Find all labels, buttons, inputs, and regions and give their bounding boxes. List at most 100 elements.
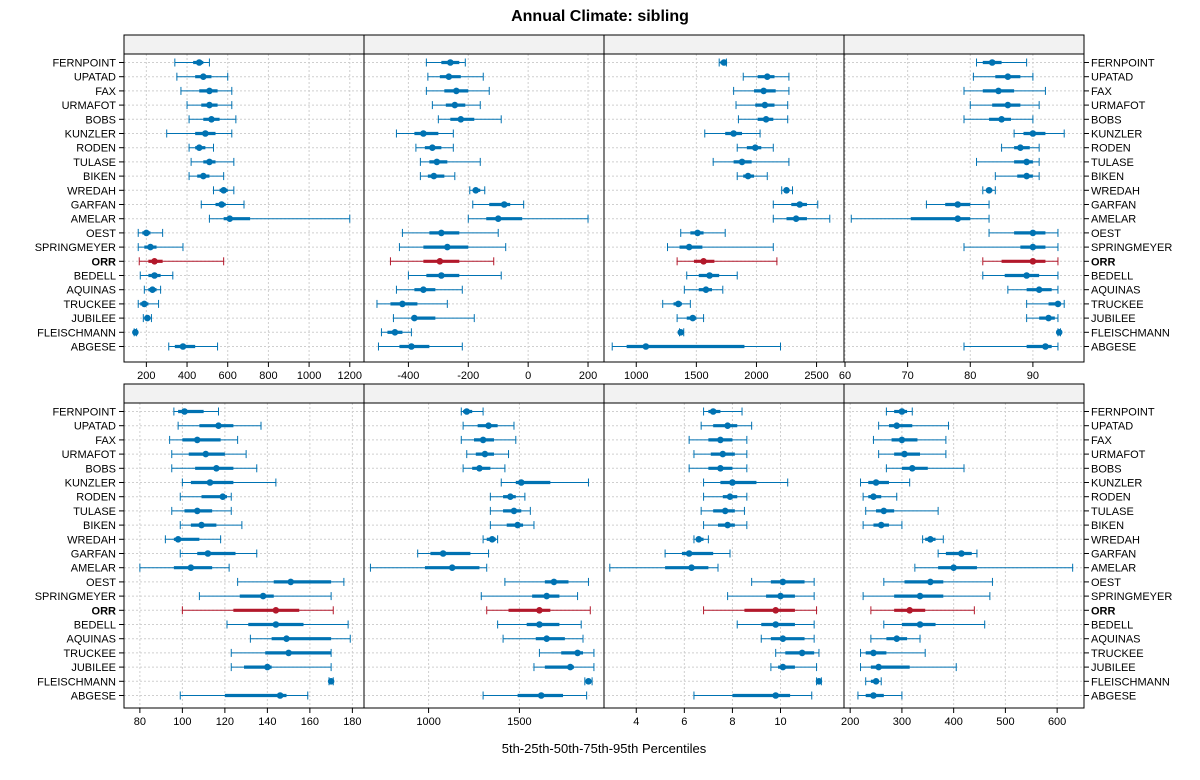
site-label-left: FERNPOINT [52, 407, 116, 419]
site-label-right: GARFAN [1091, 549, 1136, 561]
median-point [901, 450, 908, 458]
median-point [730, 130, 737, 137]
panel-strip [603, 34, 845, 55]
site-label-right: AQUINAS [1091, 285, 1141, 297]
median-point [200, 73, 207, 80]
median-point [537, 692, 545, 699]
median-point [761, 101, 769, 109]
median-point [420, 130, 427, 137]
median-point [1004, 101, 1012, 109]
x-tick-label: -200 [457, 370, 479, 382]
median-point [213, 465, 220, 472]
median-point [688, 564, 695, 571]
site-label-right: ORR [1091, 605, 1116, 617]
median-point [429, 144, 436, 151]
x-tick-label: 2000 [744, 370, 768, 382]
x-tick-label: 400 [944, 716, 962, 728]
median-point [985, 187, 993, 194]
median-point [206, 87, 213, 95]
median-point [445, 73, 453, 80]
median-point [1045, 314, 1052, 322]
site-label-right: SPRINGMEYER [1091, 591, 1172, 603]
median-point [198, 521, 205, 529]
median-point [174, 536, 182, 543]
x-tick-label: 100 [173, 716, 191, 728]
median-point [420, 286, 427, 294]
site-label-left: ABGESE [71, 691, 116, 703]
median-point [438, 272, 445, 279]
site-label-left: ORR [92, 256, 117, 268]
site-label-left: UPATAD [74, 72, 116, 84]
site-label-left: TRUCKEE [63, 299, 116, 311]
median-point [927, 578, 934, 586]
median-point [283, 635, 290, 642]
site-label-right: TRUCKEE [1091, 648, 1144, 660]
median-point [488, 536, 496, 543]
panel-strip [363, 34, 605, 55]
site-label-right: UPATAD [1091, 421, 1133, 433]
median-point [438, 229, 445, 237]
site-label-right: WREDAH [1091, 534, 1140, 546]
site-label-right: ABGESE [1091, 342, 1136, 354]
median-point [689, 314, 697, 322]
median-point [574, 649, 581, 657]
median-point [1054, 300, 1062, 308]
median-point [870, 692, 877, 699]
x-tick-label: 60 [839, 370, 851, 382]
site-label-left: AMELAR [71, 563, 116, 575]
x-tick-label: 1200 [338, 370, 362, 382]
median-point [700, 258, 707, 265]
site-label-right: GARFAN [1091, 200, 1136, 212]
median-point [642, 343, 650, 350]
median-point [187, 564, 195, 571]
median-point [399, 300, 406, 308]
site-label-right: BOBS [1091, 463, 1122, 475]
median-point [494, 215, 502, 222]
median-point [1023, 272, 1030, 279]
site-label-left: TULASE [73, 506, 116, 518]
median-point [179, 343, 187, 350]
median-point [1029, 258, 1037, 265]
site-label-right: OEST [1091, 228, 1121, 240]
site-label-right: SPRINGMEYER [1091, 242, 1172, 254]
x-tick-label: 180 [343, 716, 361, 728]
site-label-left: BEDELL [74, 620, 116, 632]
site-label-left: TRUCKEE [63, 648, 116, 660]
panel-strip [363, 383, 605, 404]
median-point [772, 607, 779, 614]
median-point [218, 201, 225, 208]
site-label-left: OEST [86, 577, 116, 589]
median-point [476, 465, 483, 472]
median-point [719, 450, 727, 458]
median-point [517, 479, 525, 486]
site-label-right: FAX [1091, 435, 1112, 447]
site-label-right: ABGESE [1091, 691, 1136, 703]
site-label-right: FLEISCHMANN [1091, 327, 1170, 339]
median-point [206, 479, 214, 486]
median-point [144, 314, 151, 322]
median-point [287, 578, 295, 586]
median-point [1023, 172, 1030, 180]
median-point [536, 607, 543, 614]
site-label-right: JUBILEE [1091, 313, 1136, 325]
site-label-left: RODEN [76, 492, 116, 504]
median-point [916, 621, 924, 628]
site-label-left: BIKEN [83, 520, 116, 532]
median-point [507, 493, 514, 501]
x-tick-label: 140 [258, 716, 276, 728]
median-point [927, 536, 934, 543]
x-tick-label: 300 [893, 716, 911, 728]
panel-strip [123, 383, 365, 404]
median-point [870, 649, 877, 657]
panel-border [843, 53, 1085, 363]
site-label-left: KUNZLER [65, 478, 116, 490]
x-tick-label: 200 [137, 370, 155, 382]
site-label-right: ORR [1091, 256, 1116, 268]
median-point [485, 422, 492, 430]
median-point [151, 258, 158, 265]
median-point [1023, 158, 1030, 166]
median-point [550, 578, 558, 586]
x-tick-label: 1000 [416, 716, 440, 728]
median-point [391, 329, 399, 336]
